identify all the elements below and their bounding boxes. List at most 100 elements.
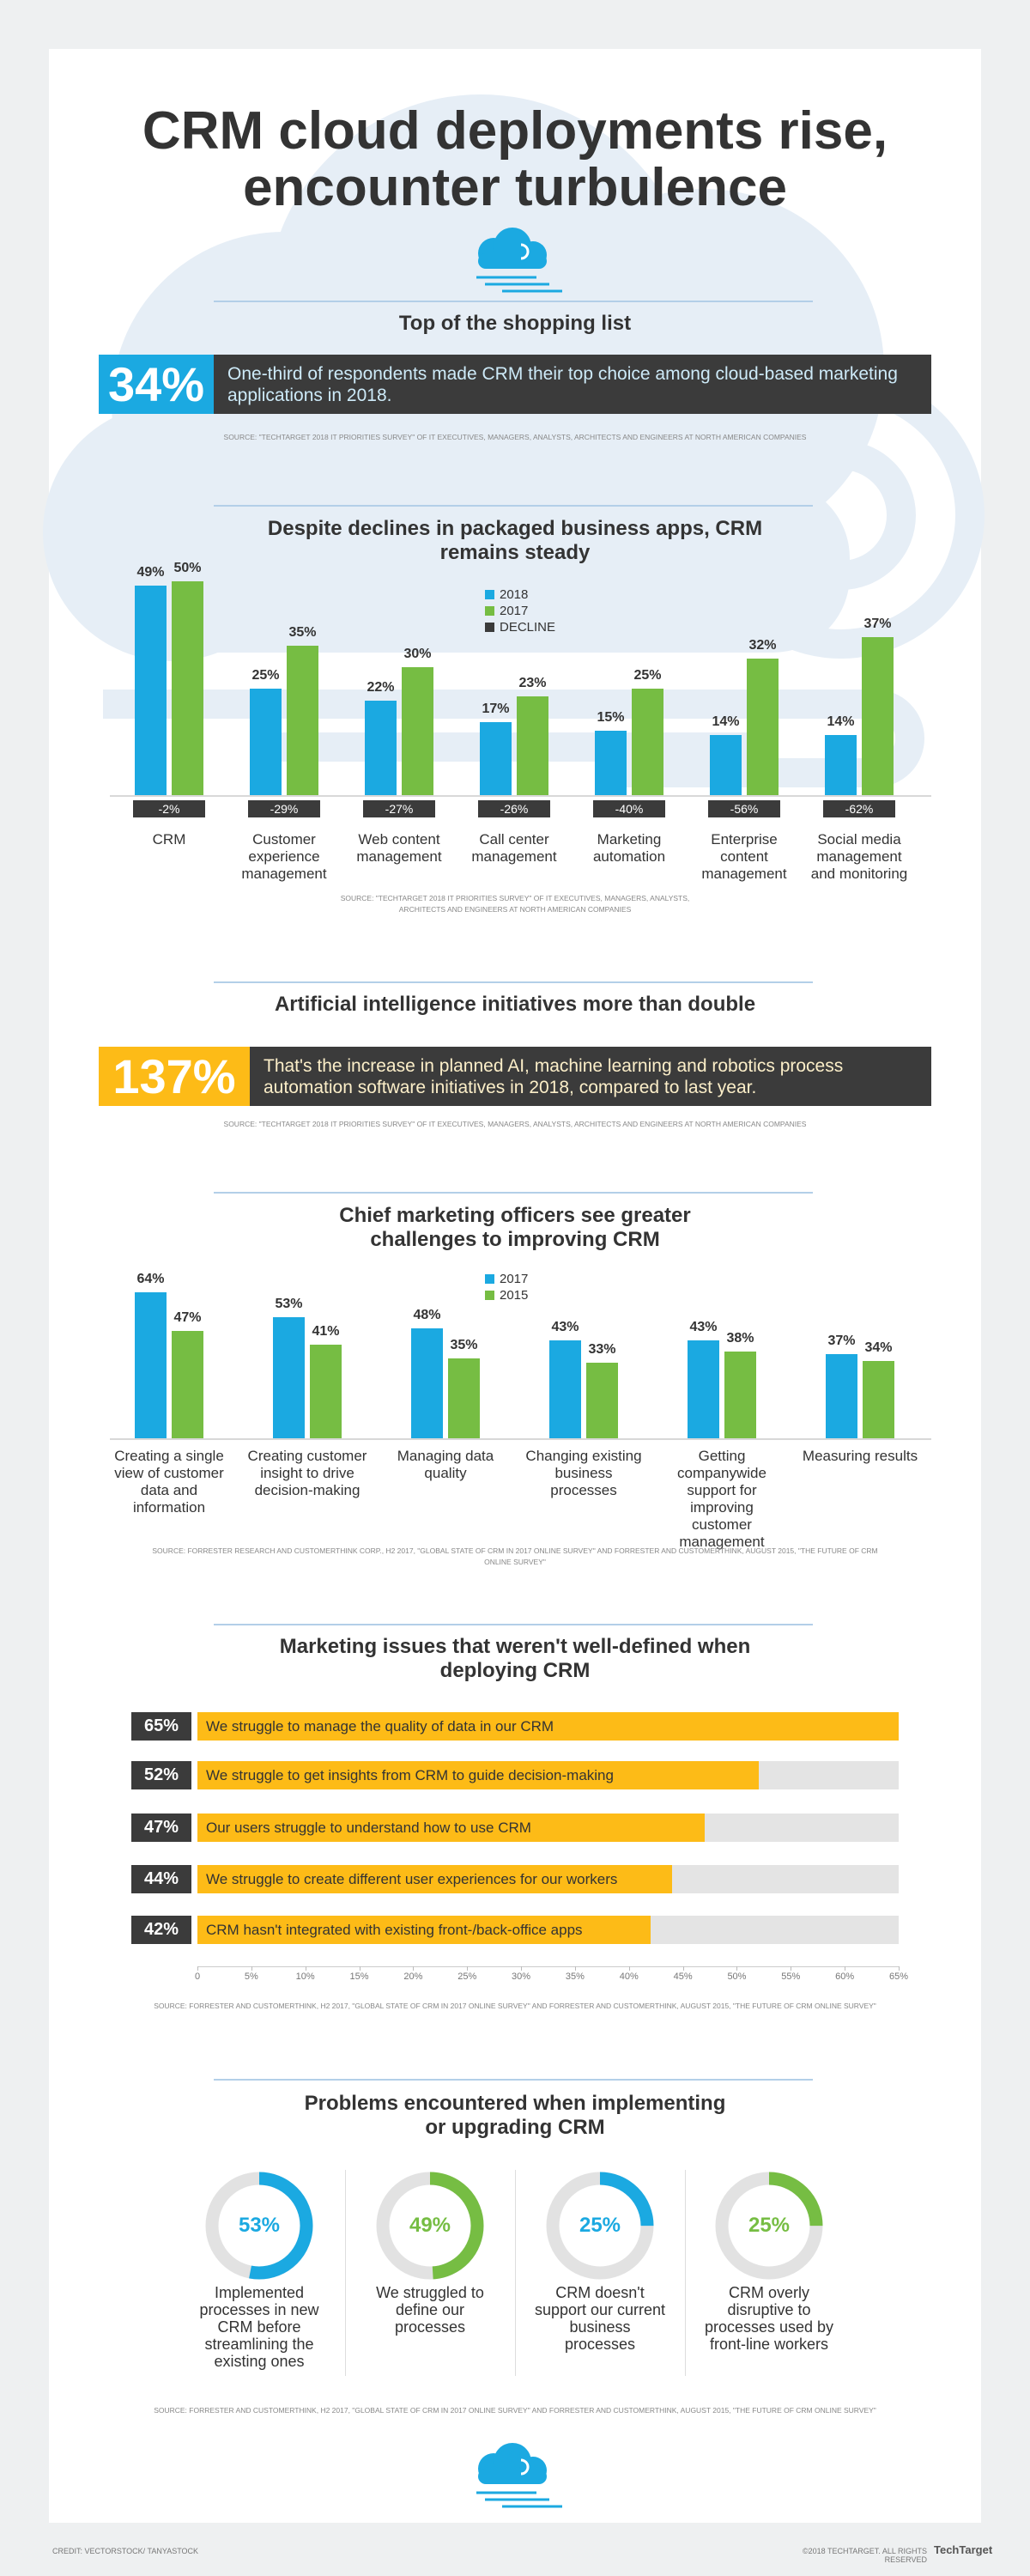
section-rule bbox=[214, 981, 813, 983]
bar-value-label: 43% bbox=[551, 1319, 579, 1334]
category-label: Implemented processes in new CRM before … bbox=[199, 2284, 319, 2370]
category-label: Managing data quality bbox=[397, 1448, 494, 1481]
divider bbox=[344, 2170, 346, 2376]
section-rule bbox=[214, 505, 813, 507]
decline-label: -29% bbox=[270, 802, 299, 816]
bar-value-label: 22% bbox=[367, 680, 395, 696]
bar bbox=[517, 696, 548, 795]
decline-label: -62% bbox=[845, 802, 874, 816]
legend-swatch bbox=[485, 1274, 494, 1284]
bar-value-label: 64% bbox=[136, 1271, 165, 1286]
x-tick-label: 5% bbox=[244, 1971, 258, 1982]
donut-label: 25% bbox=[579, 2214, 621, 2237]
cloud-icon bbox=[476, 2443, 562, 2508]
bar-value-label: 37% bbox=[827, 1333, 856, 1348]
source-note: SOURCE: FORRESTER RESEARCH AND CUSTOMERT… bbox=[152, 1546, 878, 1566]
decline-label: -2% bbox=[158, 802, 180, 816]
category-label: Getting companywide support for improvin… bbox=[677, 1448, 766, 1550]
chart-title: Chief marketing officers see greater cha… bbox=[339, 1204, 691, 1251]
value-label: 52% bbox=[143, 1765, 179, 1784]
x-tick-label: 10% bbox=[295, 1971, 315, 1982]
bar-value-label: 50% bbox=[173, 561, 202, 575]
bar-value-label: 33% bbox=[588, 1342, 616, 1358]
section-rule bbox=[214, 1624, 813, 1625]
x-tick-label: 45% bbox=[673, 1971, 693, 1982]
value-label: 65% bbox=[143, 1716, 179, 1735]
donut-label: 53% bbox=[238, 2214, 281, 2237]
stat-value: 137% bbox=[112, 1049, 236, 1103]
baseline bbox=[110, 795, 931, 797]
donut-label: 49% bbox=[409, 2214, 451, 2237]
decline-box bbox=[133, 800, 205, 817]
logo: TechTarget bbox=[934, 2543, 993, 2556]
bar bbox=[632, 688, 663, 795]
bar bbox=[825, 735, 857, 795]
bar bbox=[586, 1363, 618, 1438]
bar-value-label: 32% bbox=[748, 637, 777, 653]
category-label: Creating customer insight to drive decis… bbox=[247, 1448, 367, 1498]
bar bbox=[250, 688, 282, 795]
bar bbox=[710, 735, 742, 795]
bar-value-label: 47% bbox=[173, 1309, 202, 1325]
value-box bbox=[131, 1916, 191, 1944]
category-label: We struggled to define our processes bbox=[376, 2284, 484, 2336]
x-tick bbox=[899, 1966, 900, 1971]
bar bbox=[287, 645, 318, 795]
x-tick bbox=[413, 1966, 415, 1971]
legend-label: DECLINE bbox=[500, 620, 556, 635]
bar bbox=[172, 581, 203, 795]
x-tick bbox=[736, 1966, 738, 1971]
bar bbox=[135, 1291, 167, 1438]
value-box bbox=[131, 1712, 191, 1741]
value-box bbox=[131, 1865, 191, 1893]
bar bbox=[549, 1340, 581, 1438]
decline-box bbox=[823, 800, 895, 817]
bar-value-label: 48% bbox=[413, 1308, 441, 1323]
x-tick-label: 55% bbox=[781, 1971, 801, 1982]
bar bbox=[480, 722, 512, 795]
bar-value-label: 30% bbox=[403, 646, 432, 661]
bar bbox=[310, 1344, 342, 1438]
category-label: Call center management bbox=[471, 831, 557, 865]
legend-swatch bbox=[485, 1291, 494, 1300]
bar bbox=[135, 585, 167, 795]
bar-value-label: 17% bbox=[482, 702, 510, 717]
donut bbox=[376, 2172, 484, 2280]
stat-value: 34% bbox=[107, 357, 205, 411]
source-note: SOURCE: "TECHTARGET 2018 IT PRIORITIES S… bbox=[223, 433, 807, 441]
chart-title: Top of the shopping list bbox=[398, 312, 632, 335]
decline-label: -26% bbox=[500, 802, 529, 816]
bar bbox=[197, 1712, 899, 1741]
bar bbox=[402, 666, 433, 795]
category-label: Measuring results bbox=[802, 1448, 918, 1464]
chart-title: Artificial intelligence initiatives more… bbox=[274, 993, 756, 1016]
x-tick-label: 20% bbox=[403, 1971, 423, 1982]
bar-value-label: 14% bbox=[712, 714, 740, 730]
bar bbox=[724, 1351, 756, 1438]
x-tick bbox=[467, 1966, 469, 1971]
legend-label: 2018 bbox=[500, 587, 529, 602]
section-rule bbox=[214, 1192, 813, 1194]
bar bbox=[826, 1353, 857, 1438]
stat-box bbox=[99, 1047, 250, 1106]
stat-text: One-third of respondents made CRM their … bbox=[227, 364, 898, 405]
bar bbox=[448, 1358, 480, 1438]
source-note: SOURCE: "TECHTARGET 2018 IT PRIORITIES S… bbox=[340, 894, 690, 914]
category-label: Web content management bbox=[356, 831, 442, 865]
bar bbox=[747, 658, 779, 795]
stat-box bbox=[99, 355, 214, 414]
bar-value-label: 43% bbox=[689, 1319, 718, 1334]
baseline bbox=[110, 1438, 931, 1440]
source-note: SOURCE: "TECHTARGET 2018 IT PRIORITIES S… bbox=[223, 1120, 807, 1128]
bar-text: CRM hasn't integrated with existing fron… bbox=[206, 1922, 583, 1938]
category-label: Creating a single view of customer data … bbox=[114, 1448, 224, 1516]
x-axis bbox=[197, 1966, 899, 1967]
legend-swatch bbox=[485, 623, 494, 632]
decline-box bbox=[478, 800, 550, 817]
bar-value-label: 37% bbox=[863, 616, 892, 631]
donut-arc bbox=[376, 2172, 484, 2280]
bar-text: Our users struggle to understand how to … bbox=[206, 1820, 531, 1836]
bar bbox=[365, 701, 397, 795]
bar-value-label: 35% bbox=[288, 624, 317, 640]
bar bbox=[273, 1317, 305, 1438]
